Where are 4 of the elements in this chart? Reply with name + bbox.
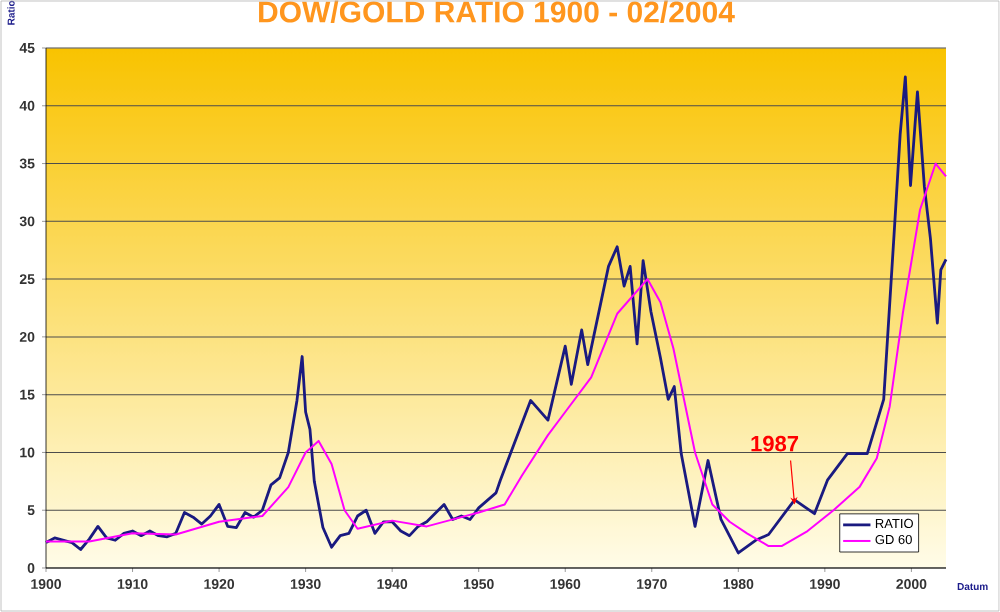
chart-title: DOW/GOLD RATIO 1900 - 02/2004 <box>259 0 735 23</box>
line-series <box>45 162 948 548</box>
annotation: 1987 <box>751 435 799 452</box>
line-series <box>44 75 948 555</box>
